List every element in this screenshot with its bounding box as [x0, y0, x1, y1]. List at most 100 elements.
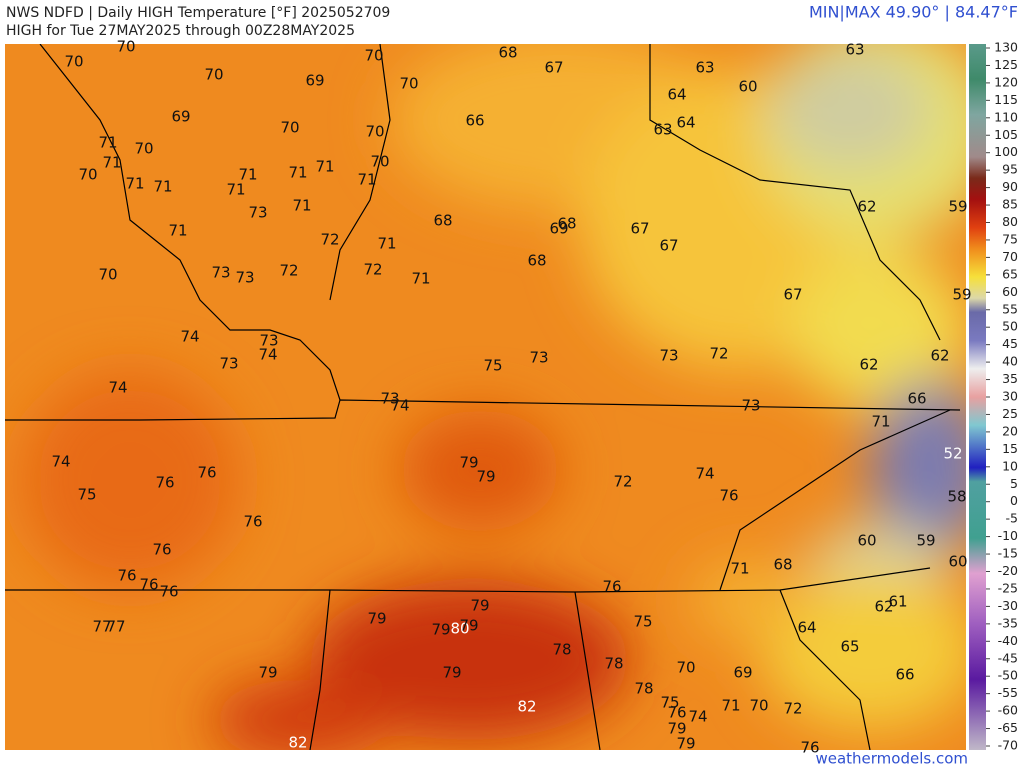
temp-label: 70: [204, 66, 223, 84]
temp-label: 64: [676, 114, 695, 132]
temp-label: 73: [248, 204, 267, 222]
temp-label: 82: [288, 734, 307, 752]
temp-label: 74: [108, 379, 127, 397]
colorbar: [969, 44, 986, 750]
temp-label: 75: [633, 613, 652, 631]
temp-label: 73: [659, 347, 678, 365]
temp-label: 70: [749, 697, 768, 715]
temp-label: 71: [125, 175, 144, 193]
colorbar-label: 60: [1002, 284, 1018, 299]
colorbar-label: 100: [994, 144, 1018, 159]
colorbar-label: 50: [1002, 319, 1018, 334]
colorbar-label: 90: [1002, 179, 1018, 194]
temp-label: 59: [916, 532, 935, 550]
temp-label: 70: [134, 140, 153, 158]
subtitle: HIGH for Tue 27MAY2025 through 00Z28MAY2…: [6, 23, 355, 39]
temp-label: 71: [226, 181, 245, 199]
temp-label: 70: [280, 119, 299, 137]
temp-label: 68: [557, 215, 576, 233]
colorbar-label: 15: [1002, 441, 1018, 456]
temp-label: 70: [116, 38, 135, 56]
temp-label: 73: [529, 349, 548, 367]
temp-label: 69: [171, 108, 190, 126]
temp-label: 63: [845, 41, 864, 59]
colorbar-label: -55: [998, 685, 1018, 700]
temp-label: 73: [219, 355, 238, 373]
temp-label: 64: [797, 619, 816, 637]
temp-label: 62: [874, 598, 893, 616]
colorbar-label: 0: [1010, 493, 1018, 508]
temp-label: 73: [211, 264, 230, 282]
temp-label: 73: [259, 332, 278, 350]
temp-label: 79: [476, 468, 495, 486]
temp-label: 70: [370, 153, 389, 171]
temp-label: 60: [738, 78, 757, 96]
temp-label: 76: [800, 739, 819, 757]
temp-label: 72: [783, 700, 802, 718]
temp-label: 69: [549, 220, 568, 238]
colorbar-label: -45: [998, 650, 1018, 665]
temp-label: 73: [380, 390, 399, 408]
temp-label: 66: [907, 390, 926, 408]
temp-label: 68: [433, 212, 452, 230]
temp-label: 62: [859, 356, 878, 374]
colorbar-label: -5: [1006, 511, 1018, 526]
temp-label: 74: [695, 465, 714, 483]
temp-label: 79: [367, 610, 386, 628]
temp-label: 52: [943, 445, 962, 463]
temp-label: 76: [197, 464, 216, 482]
temp-label: 71: [730, 560, 749, 578]
colorbar-label: -15: [998, 546, 1018, 561]
temp-label: 79: [431, 621, 450, 639]
temp-label: 59: [952, 286, 971, 304]
temp-label: 76: [719, 487, 738, 505]
temp-label: 72: [363, 261, 382, 279]
temp-label: 66: [465, 112, 484, 130]
temp-label: 70: [98, 266, 117, 284]
temp-label: 76: [117, 567, 136, 585]
temp-label: 61: [888, 593, 907, 611]
temp-label: 77: [106, 618, 125, 636]
temp-label: 71: [377, 235, 396, 253]
temp-label: 82: [517, 698, 536, 716]
temp-label: 78: [552, 641, 571, 659]
temp-label: 67: [659, 237, 678, 255]
temp-label: 74: [180, 328, 199, 346]
colorbar-label: 125: [994, 57, 1018, 72]
temp-label: 71: [721, 697, 740, 715]
colorbar-label: -25: [998, 580, 1018, 595]
temp-label: 62: [930, 347, 949, 365]
colorbar-label: 25: [1002, 406, 1018, 421]
temp-label: 76: [159, 583, 178, 601]
temp-label: 76: [155, 474, 174, 492]
colorbar-label: 30: [1002, 389, 1018, 404]
temp-label: 71: [168, 222, 187, 240]
temp-label: 63: [653, 121, 672, 139]
title: NWS NDFD | Daily HIGH Temperature [°F] 2…: [6, 5, 390, 21]
temp-label: 78: [604, 655, 623, 673]
temp-label: 71: [315, 158, 334, 176]
temp-label: 68: [773, 556, 792, 574]
temp-label: 58: [947, 488, 966, 506]
temp-label: 74: [258, 346, 277, 364]
temp-label: 70: [365, 123, 384, 141]
colorbar-label: -40: [998, 633, 1018, 648]
temp-label: 71: [98, 134, 117, 152]
temp-label: 79: [459, 617, 478, 635]
temp-label: 64: [667, 86, 686, 104]
temp-label: 77: [92, 618, 111, 636]
colorbar-label: 70: [1002, 249, 1018, 264]
colorbar-label: 65: [1002, 266, 1018, 281]
colorbar-label: 85: [1002, 197, 1018, 212]
temp-label: 65: [840, 638, 859, 656]
colorbar-label: -60: [998, 703, 1018, 718]
temp-label: 68: [527, 252, 546, 270]
colorbar-label: 110: [994, 109, 1018, 124]
temp-label: 71: [871, 413, 890, 431]
temp-label: 59: [948, 198, 967, 216]
temp-label: 71: [292, 197, 311, 215]
temp-label: 67: [783, 286, 802, 304]
temp-label: 78: [634, 680, 653, 698]
temp-label: 69: [305, 72, 324, 90]
